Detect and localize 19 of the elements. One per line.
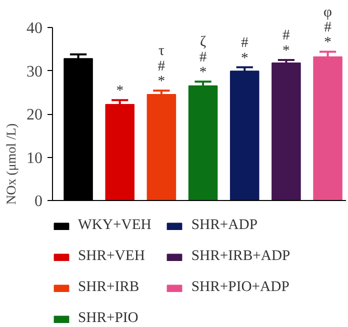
- legend-label: SHR+PIO: [78, 310, 138, 327]
- annotation: # *: [282, 28, 291, 59]
- annotation: φ # *: [324, 4, 332, 51]
- annotation: ζ # *: [199, 34, 208, 81]
- legend-label: SHR+PIO+ADP: [191, 279, 290, 296]
- y-axis-title: NOx (μmol /L): [4, 123, 18, 205]
- legend-label: SHR+ADP: [191, 217, 258, 234]
- y-tick-label: 20: [26, 106, 42, 124]
- legend-label: SHR+IRB+ADP: [191, 248, 290, 265]
- legend-label: SHR+IRB: [78, 279, 140, 296]
- legend-label: SHR+VEH: [78, 248, 145, 265]
- y-tick-label: 30: [26, 63, 42, 80]
- y-tick-label: 40: [26, 20, 42, 37]
- y-tick-label: 0: [34, 193, 42, 210]
- annotation: *: [116, 83, 124, 100]
- annotation: # *: [240, 35, 249, 66]
- annotation: τ # *: [158, 43, 166, 90]
- legend-label: WKY+VEH: [78, 217, 152, 234]
- y-tick-label: 10: [26, 150, 42, 167]
